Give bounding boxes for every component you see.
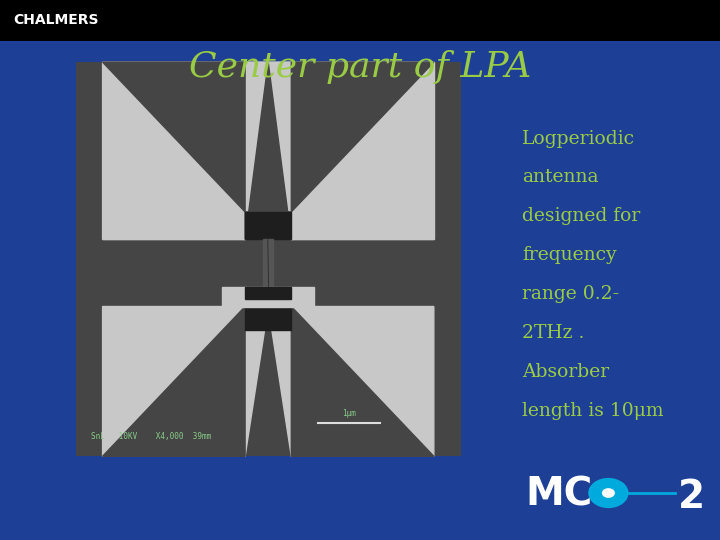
Text: SnL   10KV    X4,000  39mm: SnL 10KV X4,000 39mm xyxy=(91,431,211,441)
Text: 2: 2 xyxy=(678,478,705,516)
Text: 2THz .: 2THz . xyxy=(522,324,585,342)
Text: antenna: antenna xyxy=(522,168,598,186)
Polygon shape xyxy=(245,287,292,299)
Polygon shape xyxy=(222,287,315,307)
Polygon shape xyxy=(102,307,268,456)
Polygon shape xyxy=(245,212,292,240)
Polygon shape xyxy=(245,307,292,330)
Text: designed for: designed for xyxy=(522,207,640,225)
Text: Center part of LPA: Center part of LPA xyxy=(189,51,531,84)
Polygon shape xyxy=(102,307,245,456)
Text: Logperiodic: Logperiodic xyxy=(522,130,635,147)
Text: 1μm: 1μm xyxy=(342,409,356,418)
Circle shape xyxy=(602,488,615,498)
Polygon shape xyxy=(268,62,434,240)
Bar xyxy=(0,0,720,40)
Polygon shape xyxy=(102,62,245,212)
Text: Absorber: Absorber xyxy=(522,363,609,381)
Text: frequency: frequency xyxy=(522,246,616,264)
Polygon shape xyxy=(264,240,273,299)
Text: length is 10μm: length is 10μm xyxy=(522,402,664,420)
Circle shape xyxy=(588,478,629,508)
Text: MC: MC xyxy=(526,475,593,513)
Text: range 0.2-: range 0.2- xyxy=(522,285,619,303)
Polygon shape xyxy=(102,62,268,240)
Polygon shape xyxy=(268,62,434,240)
Bar xyxy=(76,62,461,456)
Text: CHALMERS: CHALMERS xyxy=(13,14,99,27)
Polygon shape xyxy=(245,62,292,240)
Polygon shape xyxy=(102,62,268,240)
Polygon shape xyxy=(268,307,434,456)
Polygon shape xyxy=(292,307,434,456)
Polygon shape xyxy=(292,62,434,212)
